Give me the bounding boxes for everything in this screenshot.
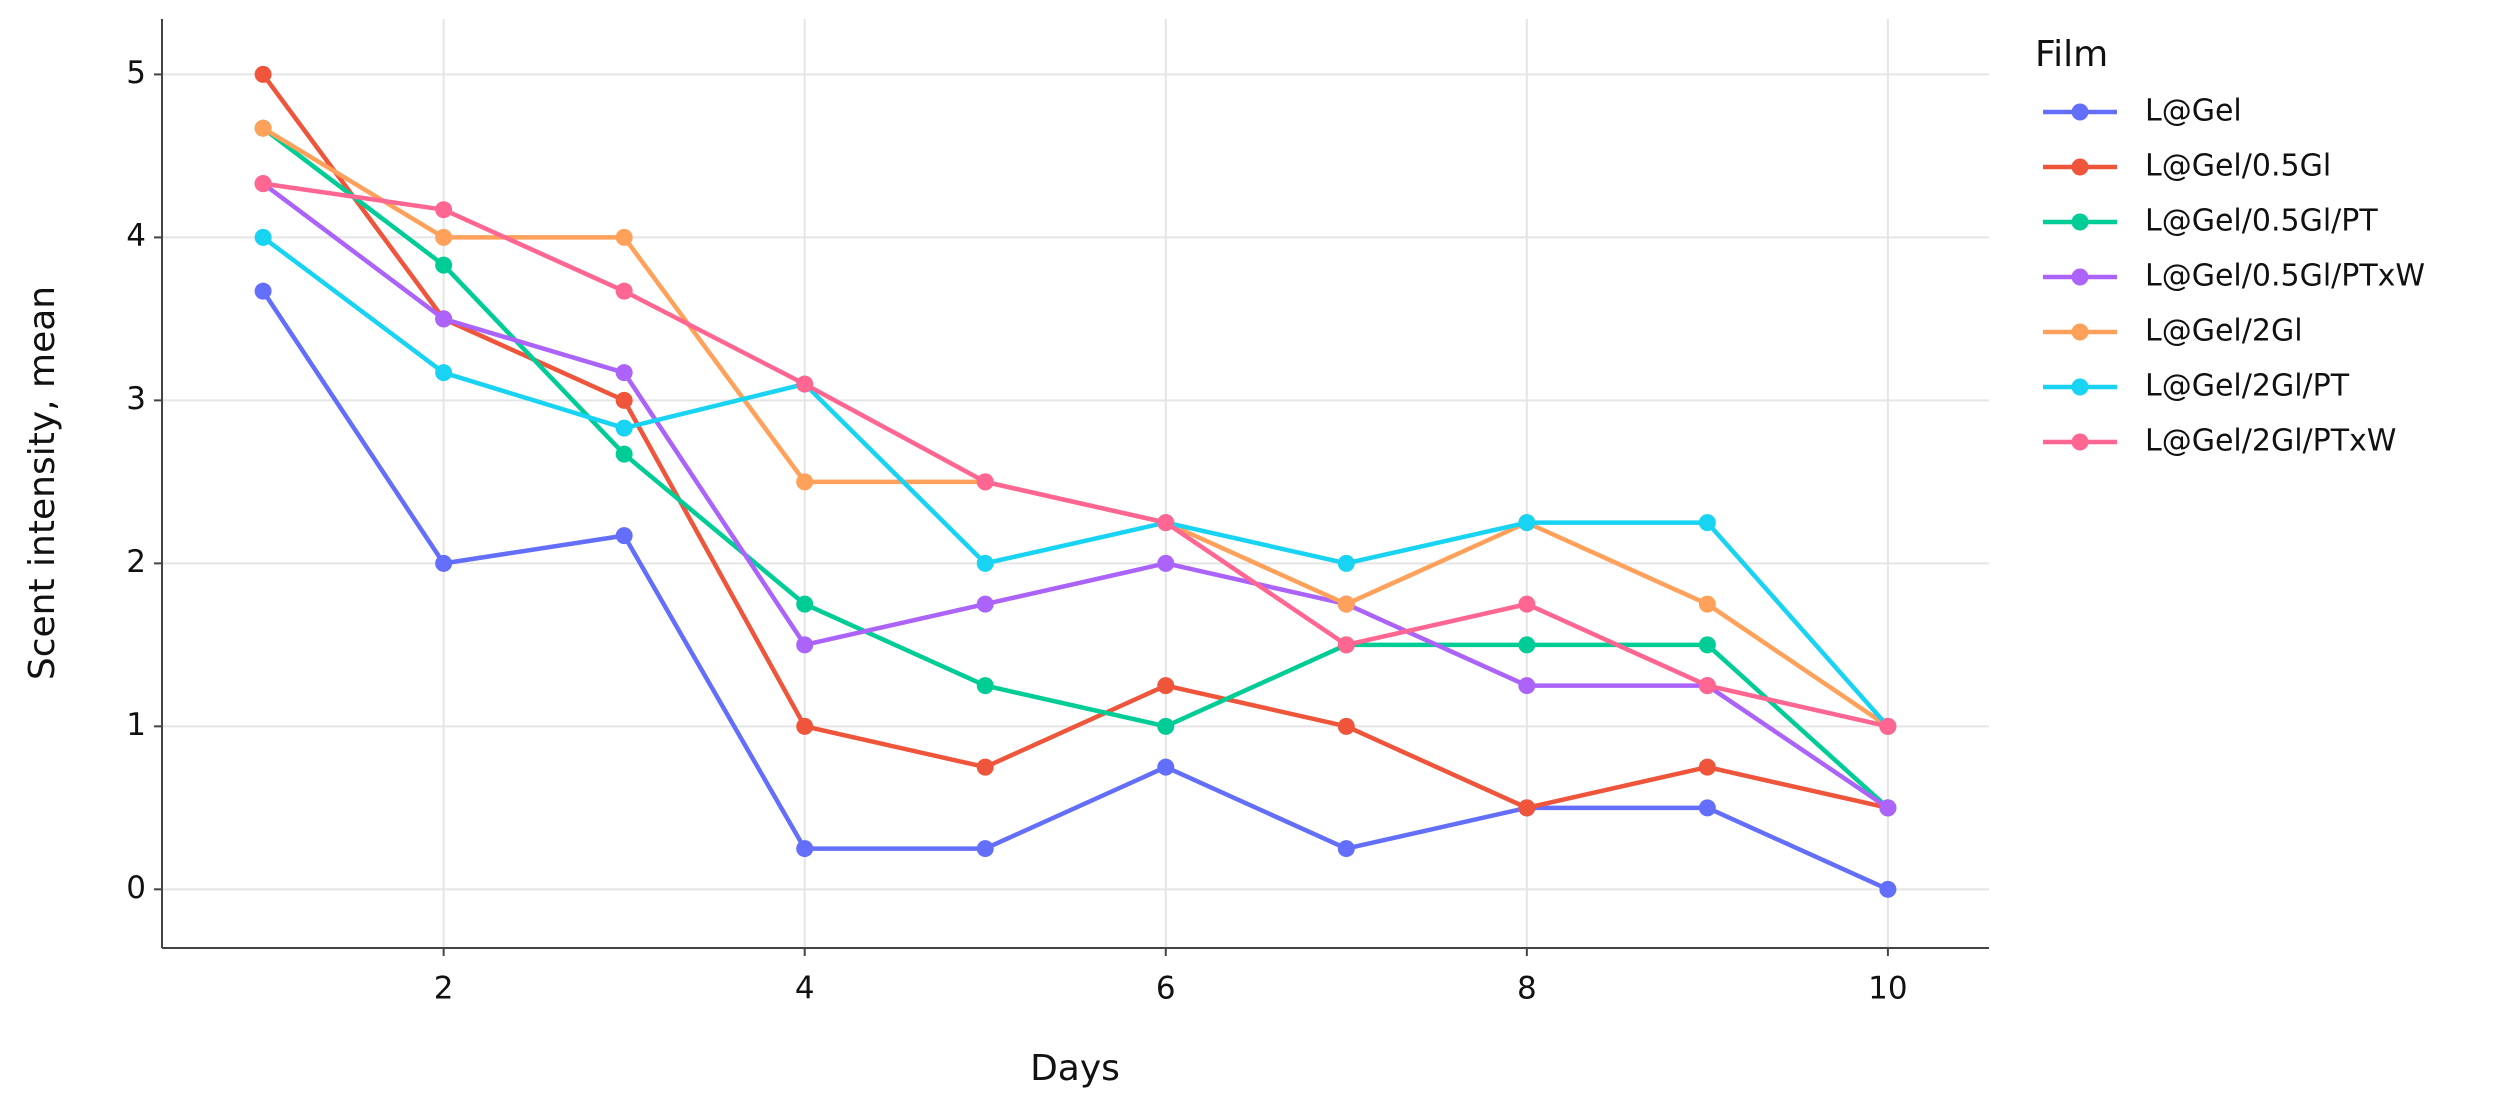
data-point [1157,554,1175,572]
data-point [1518,799,1536,817]
data-point [1518,677,1536,695]
data-point [796,636,814,654]
legend-title: Film [2035,34,2108,75]
data-point [1879,799,1897,817]
data-point [976,554,994,572]
data-point [435,554,453,572]
data-point [254,65,272,83]
series-line [261,126,1890,729]
data-point [1879,717,1897,735]
data-point [1698,799,1716,817]
x-tick-label: 6 [1156,971,1176,1007]
data-point [976,758,994,776]
data-point [1337,717,1355,735]
data-point [1337,554,1355,572]
data-point [1518,514,1536,532]
data-point [1157,717,1175,735]
data-point [615,527,633,545]
data-point [615,364,633,382]
data-point [796,375,814,393]
data-point [796,473,814,491]
data-point [1157,758,1175,776]
data-point [1518,595,1536,613]
legend-marker [2071,378,2089,396]
y-tick-label: 4 [126,218,146,254]
data-point [1157,514,1175,532]
x-axis-title: Days [1030,1048,1120,1089]
data-point [1698,514,1716,532]
data-point [1337,840,1355,858]
y-tick-label: 5 [126,55,146,91]
legend-marker [2071,433,2089,451]
series-line [261,235,1890,728]
data-point [1698,677,1716,695]
data-point [254,119,272,137]
data-point [615,445,633,463]
data-point [976,473,994,491]
data-point [976,595,994,613]
data-point [615,228,633,246]
data-point [254,282,272,300]
legend-label: L@Gel/2Gl/PT [2145,369,2350,404]
legend-marker [2071,158,2089,176]
legend-label: L@Gel/0.5Gl/PTxW [2145,259,2425,294]
legend-marker [2071,213,2089,231]
data-point [1698,595,1716,613]
data-point [435,256,453,274]
legend-marker [2071,268,2089,286]
series-line [261,181,1890,810]
data-point [615,419,633,437]
data-point [796,717,814,735]
x-tick-label: 4 [795,971,815,1007]
legend-label: L@Gel/0.5Gl/PT [2145,204,2378,239]
series-line [261,126,1890,810]
y-tick-label: 2 [126,544,146,580]
data-point [1157,677,1175,695]
data-point [796,840,814,858]
data-point [435,364,453,382]
y-tick-label: 3 [126,381,146,417]
data-point [254,228,272,246]
data-point [976,677,994,695]
legend-label: L@Gel/0.5Gl [2145,149,2331,184]
data-point [615,391,633,409]
data-point [1337,595,1355,613]
data-point [1518,636,1536,654]
data-point [254,175,272,193]
y-tick-label: 1 [126,707,146,743]
data-point [435,201,453,219]
data-point [1698,636,1716,654]
y-axis-title: Scent intensity, mean [22,286,63,680]
data-point [435,228,453,246]
y-tick-label: 0 [126,870,146,906]
legend-marker [2071,103,2089,121]
data-point [1879,880,1897,898]
data-point [796,595,814,613]
data-point [1698,758,1716,776]
x-tick-label: 10 [1868,971,1907,1007]
data-point [435,310,453,328]
data-point [615,282,633,300]
series-line [261,289,1889,892]
data-point [976,840,994,858]
legend-marker [2071,323,2089,341]
legend-label: L@Gel [2145,94,2242,129]
series-line [262,181,1889,729]
legend-label: L@Gel/2Gl/PTxW [2145,424,2396,459]
legend-label: L@Gel/2Gl [2145,314,2303,349]
x-tick-label: 8 [1517,971,1537,1007]
x-tick-label: 2 [434,971,454,1007]
data-point [1337,636,1355,654]
series-line [261,73,1889,811]
